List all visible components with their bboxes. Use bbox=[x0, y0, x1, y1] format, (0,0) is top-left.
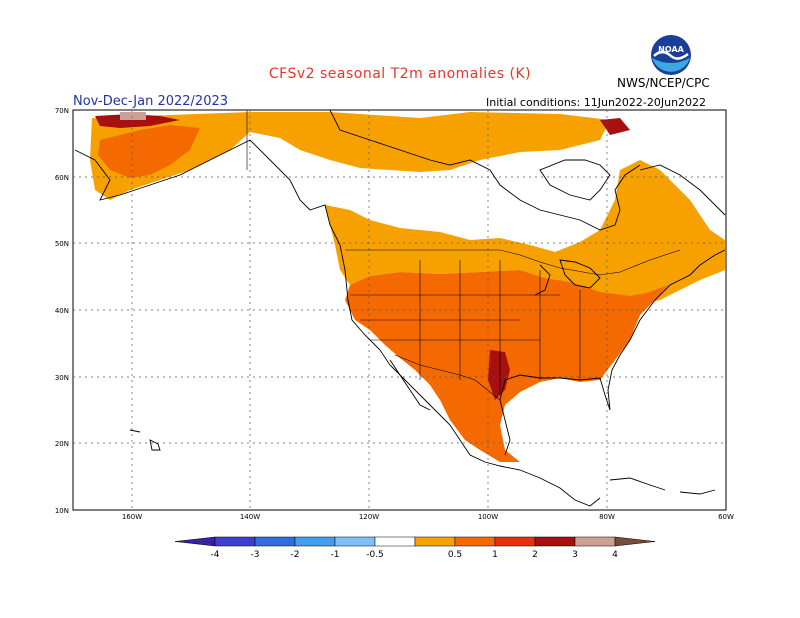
legend-label: 4 bbox=[612, 550, 618, 560]
anomaly-brown-layer bbox=[120, 112, 146, 120]
legend-swatch bbox=[414, 536, 456, 547]
legend-swatch bbox=[534, 536, 576, 547]
legend-label: -3 bbox=[251, 550, 260, 560]
map-title: CFSv2 seasonal T2m anomalies (K) bbox=[268, 66, 532, 82]
coastlines bbox=[74, 109, 726, 507]
longitude-labels: 160W 140W 120W 100W 80W 60W bbox=[122, 513, 734, 521]
legend-swatch bbox=[454, 536, 496, 547]
political-borders bbox=[246, 110, 681, 401]
latitude-labels: 70N 60N 50N 40N 30N 20N 10N bbox=[55, 107, 69, 515]
agency-label: NWS/NCEP/CPC bbox=[617, 76, 710, 90]
lon-label: 80W bbox=[599, 513, 615, 521]
lat-label: 10N bbox=[55, 507, 69, 515]
legend-swatch bbox=[254, 536, 296, 547]
legend-label: 3 bbox=[572, 550, 578, 560]
lat-label: 50N bbox=[55, 240, 69, 248]
lon-label: 140W bbox=[240, 513, 260, 521]
legend-label: 2 bbox=[532, 550, 538, 560]
legend-swatch bbox=[494, 536, 536, 547]
lat-label: 70N bbox=[55, 107, 69, 115]
graticule bbox=[73, 110, 726, 510]
legend-swatch bbox=[294, 536, 336, 547]
lat-label: 40N bbox=[55, 307, 69, 315]
initial-conditions: Initial conditions: 11Jun2022-20Jun2022 bbox=[486, 96, 707, 109]
noaa-logo: NOAA bbox=[651, 35, 691, 75]
noaa-logo-text: NOAA bbox=[658, 45, 684, 54]
legend-label: -0.5 bbox=[366, 550, 384, 560]
legend-arrow-high bbox=[614, 536, 656, 547]
anomaly-darkred-layer bbox=[95, 114, 630, 400]
legend-label: 1 bbox=[492, 550, 498, 560]
lat-label: 30N bbox=[55, 374, 69, 382]
legend-label: 0.5 bbox=[448, 550, 462, 560]
legend-swatch bbox=[214, 536, 256, 547]
lon-label: 120W bbox=[359, 513, 379, 521]
lat-label: 20N bbox=[55, 440, 69, 448]
legend-label: -2 bbox=[291, 550, 300, 560]
legend-arrow-low bbox=[174, 536, 216, 547]
legend-swatch bbox=[374, 536, 416, 547]
lon-label: 160W bbox=[122, 513, 142, 521]
legend-swatch bbox=[334, 536, 376, 547]
lon-label: 100W bbox=[478, 513, 498, 521]
legend-swatch bbox=[574, 536, 616, 547]
lon-label: 60W bbox=[718, 513, 734, 521]
legend-label: -4 bbox=[211, 550, 220, 560]
forecast-period: Nov-Dec-Jan 2022/2023 bbox=[73, 94, 229, 109]
anomaly-orange-layer bbox=[90, 112, 725, 305]
lat-label: 60N bbox=[55, 174, 69, 182]
legend-label: -1 bbox=[331, 550, 340, 560]
